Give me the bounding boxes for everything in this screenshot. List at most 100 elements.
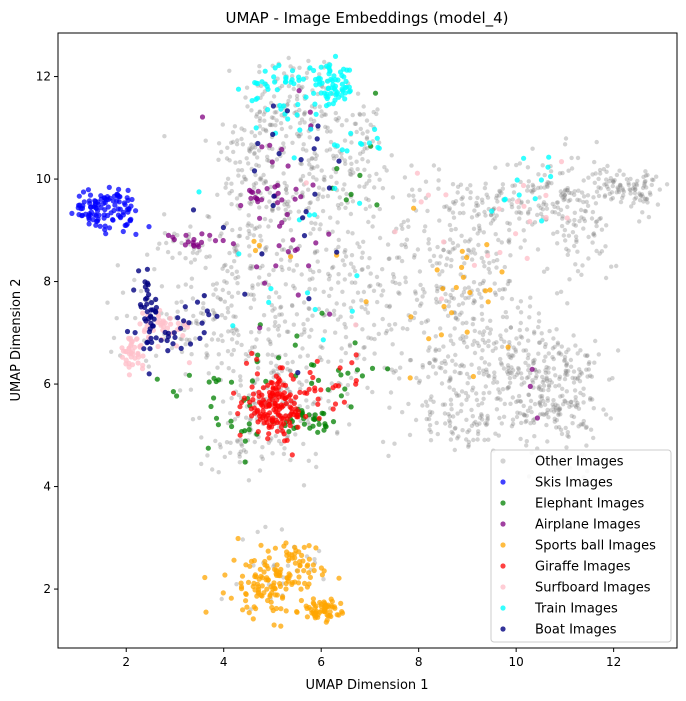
data-point <box>537 400 543 405</box>
data-point <box>447 299 452 304</box>
data-point <box>384 168 389 173</box>
data-point <box>225 268 230 274</box>
data-point <box>581 422 586 427</box>
data-point <box>367 256 372 261</box>
data-point <box>497 249 503 256</box>
data-point <box>126 335 132 341</box>
data-point <box>330 385 336 391</box>
data-point <box>230 227 235 233</box>
data-point <box>638 192 643 198</box>
data-point <box>535 185 541 191</box>
data-point <box>536 369 542 374</box>
data-point <box>244 156 249 161</box>
data-point <box>350 231 355 236</box>
data-point <box>583 209 589 214</box>
data-point <box>447 418 452 423</box>
data-point <box>597 251 602 256</box>
data-point <box>539 218 545 224</box>
data-point <box>306 205 311 211</box>
data-point <box>442 411 448 416</box>
data-point <box>534 415 541 421</box>
data-point <box>542 172 547 178</box>
data-point <box>236 234 241 239</box>
data-point <box>315 76 321 82</box>
data-point <box>328 129 333 134</box>
data-point <box>262 68 268 74</box>
data-point <box>248 263 253 269</box>
data-point <box>484 369 489 375</box>
data-point <box>291 268 296 273</box>
data-point <box>651 177 656 183</box>
data-point <box>235 535 241 542</box>
data-point <box>441 247 446 253</box>
data-point <box>242 128 247 133</box>
data-point <box>309 156 314 161</box>
data-point <box>243 598 249 604</box>
data-point <box>239 126 244 131</box>
data-point <box>298 597 304 604</box>
data-point <box>228 379 235 385</box>
data-point <box>514 372 519 377</box>
data-point <box>334 166 340 172</box>
data-point <box>307 306 312 312</box>
data-point <box>437 365 442 370</box>
data-point <box>274 363 279 368</box>
data-point <box>538 412 543 417</box>
data-point <box>299 161 304 167</box>
data-point <box>162 231 168 236</box>
data-point <box>272 184 278 190</box>
data-point <box>204 351 209 356</box>
data-point <box>276 333 282 338</box>
data-point <box>249 350 255 356</box>
data-point <box>515 305 521 310</box>
data-point <box>311 165 316 171</box>
data-point <box>591 406 596 411</box>
data-point <box>443 291 448 297</box>
data-point <box>301 568 307 574</box>
data-point <box>505 281 511 287</box>
data-point <box>543 192 549 198</box>
data-point <box>162 320 168 326</box>
data-point <box>541 383 547 388</box>
data-point <box>470 316 476 321</box>
data-point <box>562 192 568 198</box>
data-point <box>359 298 364 303</box>
data-point <box>285 433 290 439</box>
data-point <box>186 372 192 378</box>
data-point <box>606 186 611 192</box>
data-point <box>492 376 497 382</box>
data-point <box>497 287 502 293</box>
data-point <box>564 246 569 252</box>
data-point <box>312 287 318 292</box>
data-point <box>434 283 439 289</box>
data-point <box>229 303 234 308</box>
data-point <box>231 368 236 374</box>
data-point <box>242 428 248 434</box>
data-point <box>482 340 488 345</box>
data-point <box>411 205 417 211</box>
data-point <box>144 309 150 315</box>
data-point <box>525 199 531 204</box>
data-point <box>578 370 583 375</box>
data-point <box>390 342 395 347</box>
data-point <box>165 348 171 354</box>
data-point <box>265 548 271 554</box>
data-point <box>506 352 511 357</box>
data-point <box>493 431 498 436</box>
data-point <box>146 371 152 377</box>
data-point <box>581 226 586 231</box>
data-point <box>505 363 511 368</box>
data-point <box>562 194 567 199</box>
data-point <box>347 272 353 277</box>
data-point <box>237 159 243 165</box>
data-point <box>147 313 154 319</box>
data-point <box>274 562 280 568</box>
data-point <box>254 337 259 342</box>
data-point <box>472 328 477 334</box>
data-point <box>396 290 401 295</box>
data-point <box>618 184 623 189</box>
data-point <box>231 390 237 396</box>
data-point <box>418 282 423 288</box>
data-point <box>566 198 571 204</box>
data-point <box>543 342 548 347</box>
